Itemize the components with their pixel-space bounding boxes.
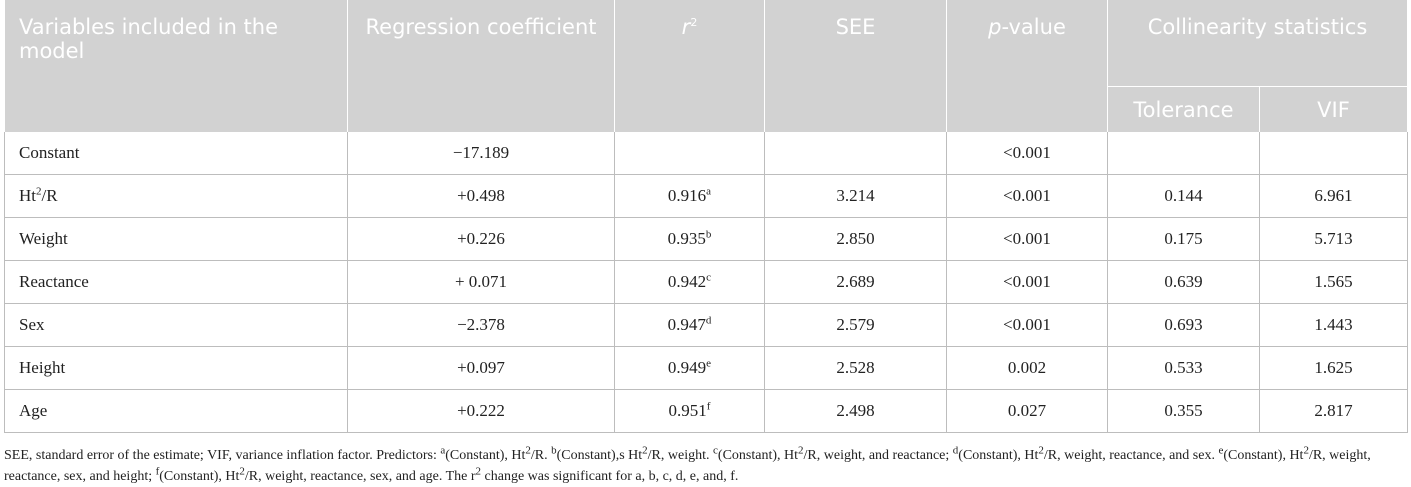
cell-coefficient: −17.189	[347, 132, 615, 175]
cell-p-value: <0.001	[946, 132, 1108, 175]
header-tolerance: Tolerance	[1107, 86, 1260, 132]
cell-see: 3.214	[764, 174, 947, 218]
cell-p-value: <0.001	[946, 174, 1108, 218]
cell-tolerance	[1107, 132, 1260, 175]
cell-see: 2.579	[764, 303, 947, 347]
cell-r-squared: 0.949e	[614, 346, 765, 390]
table-row: Ht2/R +0.498 0.916a 3.214 <0.001 0.144 6…	[4, 174, 1408, 218]
cell-r-squared	[614, 132, 765, 175]
cell-vif	[1259, 132, 1408, 175]
cell-p-value: 0.002	[946, 346, 1108, 390]
cell-r-squared: 0.947d	[614, 303, 765, 347]
cell-variable: Sex	[4, 303, 348, 347]
table-footnote: SEE, standard error of the estimate; VIF…	[4, 444, 1371, 484]
cell-variable: Ht2/R	[4, 174, 348, 218]
header-see: SEE	[764, 0, 947, 132]
cell-variable: Age	[4, 389, 348, 433]
table-row: Constant −17.189 <0.001	[4, 132, 1408, 175]
cell-tolerance: 0.175	[1107, 217, 1260, 261]
cell-p-value: <0.001	[946, 260, 1108, 304]
cell-coefficient: +0.226	[347, 217, 615, 261]
header-r-squared: r2	[614, 0, 765, 132]
cell-r-squared: 0.942c	[614, 260, 765, 304]
table-row: Height +0.097 0.949e 2.528 0.002 0.533 1…	[4, 346, 1408, 390]
header-collinearity: Collinearity statistics	[1107, 0, 1408, 87]
table-row: Reactance + 0.071 0.942c 2.689 <0.001 0.…	[4, 260, 1408, 304]
table-row: Age +0.222 0.951f 2.498 0.027 0.355 2.81…	[4, 389, 1408, 433]
header-p-value: p-value	[946, 0, 1108, 132]
table-row: Sex −2.378 0.947d 2.579 <0.001 0.693 1.4…	[4, 303, 1408, 347]
cell-vif: 1.565	[1259, 260, 1408, 304]
cell-coefficient: +0.222	[347, 389, 615, 433]
cell-variable: Reactance	[4, 260, 348, 304]
cell-variable: Weight	[4, 217, 348, 261]
cell-vif: 1.443	[1259, 303, 1408, 347]
header-regression-coefficient: Regression coefficient	[347, 0, 615, 132]
cell-see: 2.689	[764, 260, 947, 304]
cell-variable: Constant	[4, 132, 348, 175]
cell-coefficient: +0.498	[347, 174, 615, 218]
cell-vif: 5.713	[1259, 217, 1408, 261]
cell-tolerance: 0.144	[1107, 174, 1260, 218]
header-vif: VIF	[1259, 86, 1408, 132]
cell-tolerance: 0.693	[1107, 303, 1260, 347]
cell-vif: 1.625	[1259, 346, 1408, 390]
cell-see: 2.850	[764, 217, 947, 261]
cell-vif: 2.817	[1259, 389, 1408, 433]
cell-r-squared: 0.916a	[614, 174, 765, 218]
cell-tolerance: 0.639	[1107, 260, 1260, 304]
cell-see: 2.528	[764, 346, 947, 390]
regression-table-container: Variables included in the model Regressi…	[4, 0, 1408, 487]
cell-see	[764, 132, 947, 175]
header-variables: Variables included in the model	[4, 0, 348, 132]
cell-see: 2.498	[764, 389, 947, 433]
cell-vif: 6.961	[1259, 174, 1408, 218]
table-body: Constant −17.189 <0.001 Ht2/R +0.498 0.9…	[4, 132, 1408, 433]
cell-tolerance: 0.355	[1107, 389, 1260, 433]
cell-coefficient: −2.378	[347, 303, 615, 347]
regression-table: Variables included in the model Regressi…	[4, 0, 1408, 433]
cell-variable: Height	[4, 346, 348, 390]
cell-coefficient: + 0.071	[347, 260, 615, 304]
cell-p-value: <0.001	[946, 303, 1108, 347]
cell-p-value: <0.001	[946, 217, 1108, 261]
cell-p-value: 0.027	[946, 389, 1108, 433]
table-row: Weight +0.226 0.935b 2.850 <0.001 0.175 …	[4, 217, 1408, 261]
cell-coefficient: +0.097	[347, 346, 615, 390]
cell-r-squared: 0.935b	[614, 217, 765, 261]
cell-tolerance: 0.533	[1107, 346, 1260, 390]
cell-r-squared: 0.951f	[614, 389, 765, 433]
